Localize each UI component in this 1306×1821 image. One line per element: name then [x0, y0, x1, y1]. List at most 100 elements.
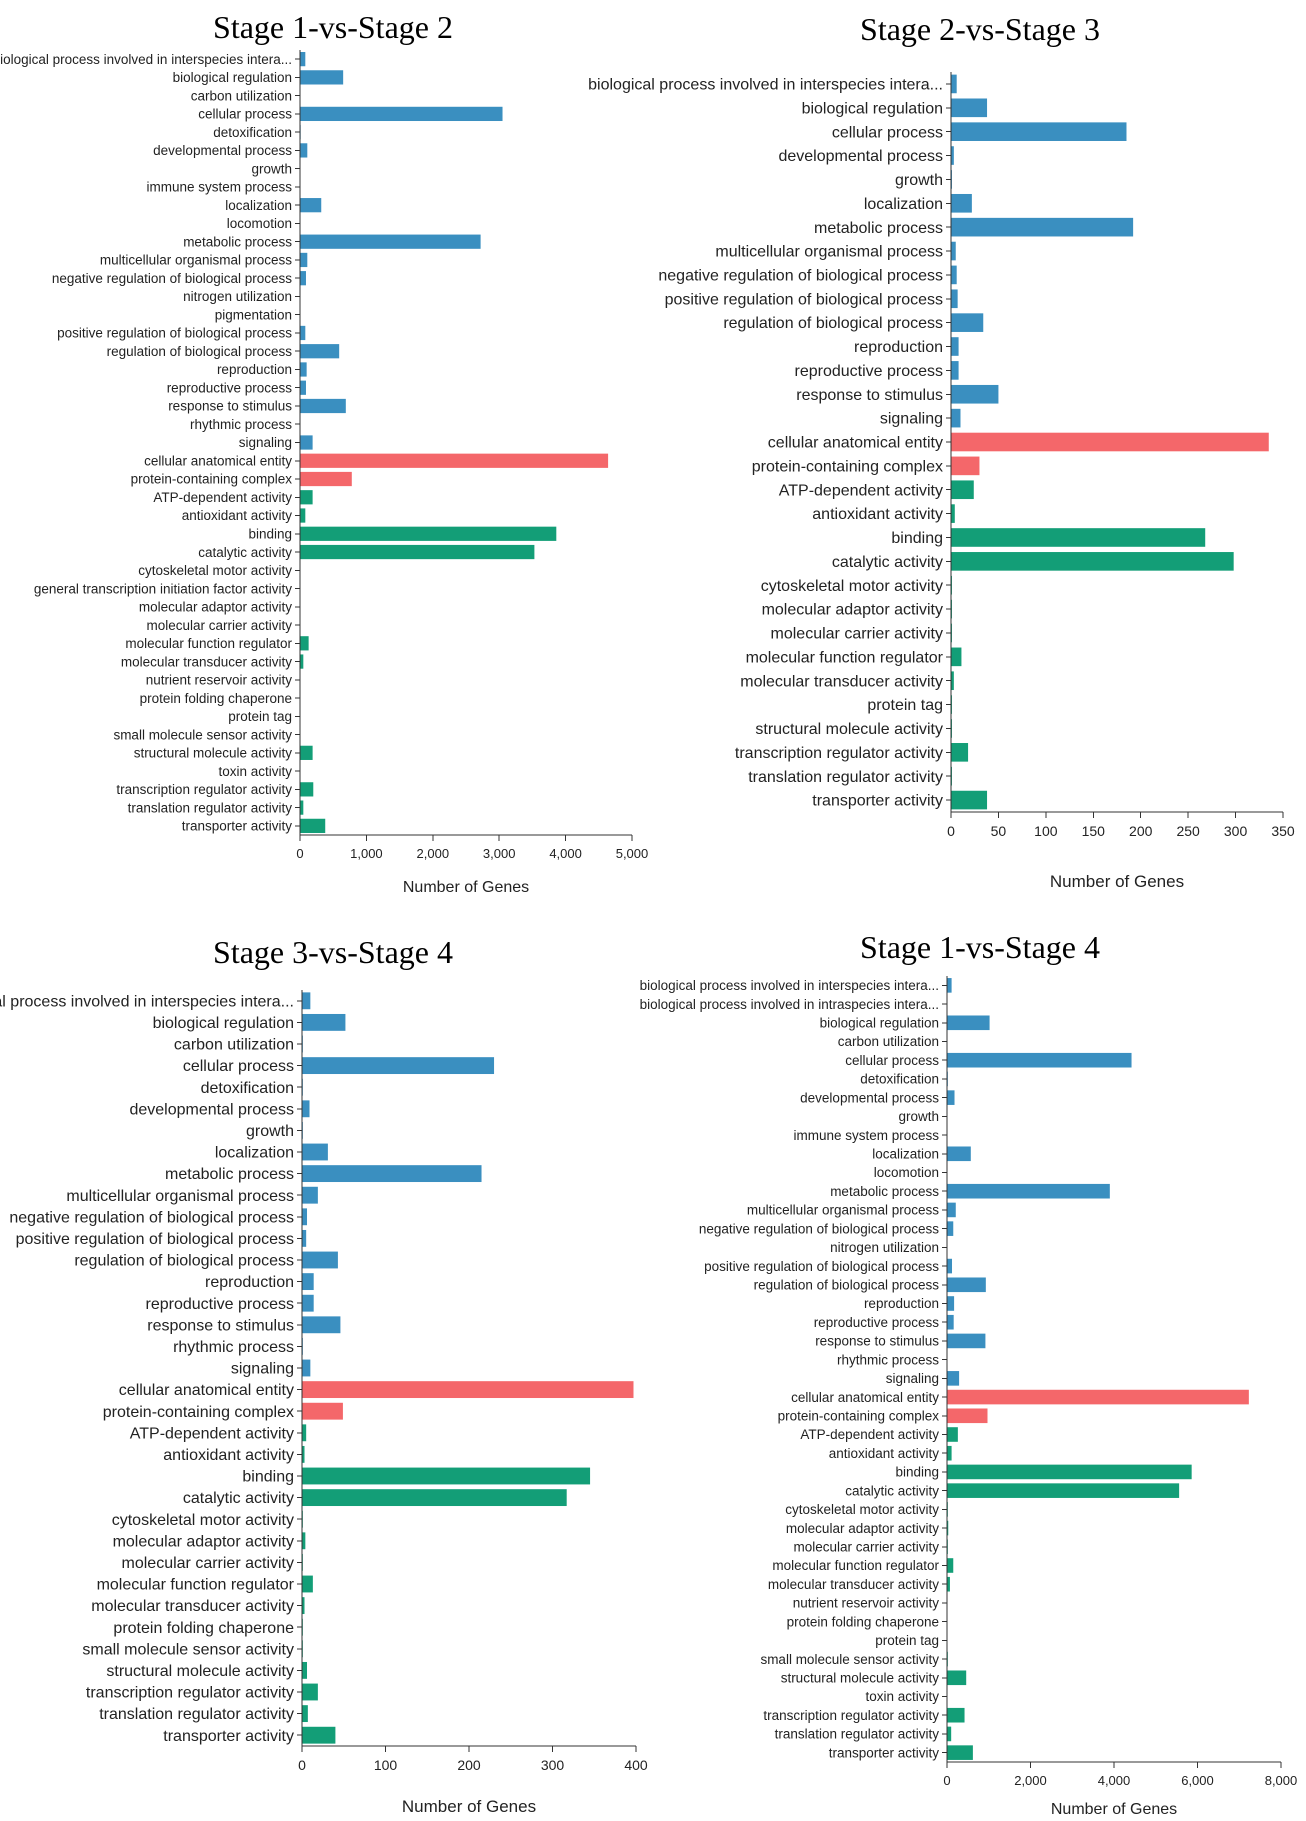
category-label: structural molecule activity — [755, 721, 943, 738]
bar — [300, 636, 309, 651]
category-label: structural molecule activity — [781, 1671, 940, 1686]
bar — [951, 504, 955, 523]
bar — [951, 671, 954, 691]
bar — [300, 380, 306, 395]
category-label: antioxidant activity — [182, 508, 293, 523]
category-label: binding — [242, 1469, 294, 1486]
category-label: structural molecule activity — [106, 1663, 294, 1680]
category-label: locomotion — [874, 1165, 939, 1180]
category-label: positive regulation of biological proces… — [704, 1259, 939, 1274]
category-label: biological process involved in intraspec… — [640, 997, 939, 1012]
chart-title: Stage 3-vs-Stage 4 — [213, 934, 453, 970]
x-tick-label: 50 — [991, 823, 1007, 839]
category-label: protein folding chaperone — [140, 691, 292, 706]
category-label: transporter activity — [163, 1728, 294, 1745]
chart-panel-4: Stage 1-vs-Stage 4 biological process inv… — [640, 929, 1298, 1818]
category-label: molecular adaptor activity — [786, 1521, 939, 1536]
bar — [947, 1558, 954, 1573]
bar — [947, 1052, 1132, 1068]
bar — [302, 1575, 313, 1593]
category-label: nutrient reservoir activity — [146, 673, 293, 688]
chart-title: Stage 2-vs-Stage 3 — [860, 11, 1100, 47]
bar — [947, 1258, 953, 1274]
category-label: toxin activity — [865, 1689, 939, 1704]
category-label: developmental process — [800, 1090, 939, 1105]
category-label: cytoskeletal motor activity — [138, 563, 292, 578]
category-label: transporter activity — [182, 819, 293, 834]
category-label: multicellular organismal process — [747, 1203, 939, 1218]
category-label: protein-containing complex — [752, 458, 943, 475]
bar — [951, 217, 1134, 237]
category-label: toxin activity — [218, 764, 292, 779]
category-label: response to stimulus — [147, 1317, 294, 1334]
category-label: protein tag — [875, 1633, 939, 1648]
category-label: biological process involved in interspec… — [0, 993, 294, 1010]
category-label: antioxidant activity — [812, 506, 943, 523]
category-label: general transcription initiation factor … — [34, 581, 292, 596]
category-label: binding — [895, 1465, 939, 1480]
category-label: signaling — [880, 411, 943, 428]
category-label: reproductive process — [794, 363, 943, 380]
bar — [947, 1520, 949, 1536]
category-label: protein-containing complex — [103, 1404, 294, 1421]
bar — [951, 98, 988, 118]
x-tick-label: 400 — [624, 1757, 648, 1773]
bar — [947, 1202, 956, 1218]
chart-panel-3: Stage 3-vs-Stage 4 biological process inv… — [0, 934, 648, 1816]
bar — [947, 1371, 960, 1386]
category-label: biological process involved in interspec… — [640, 978, 939, 993]
category-label: transcription regulator activity — [763, 1708, 939, 1723]
category-label: growth — [246, 1123, 294, 1140]
category-label: detoxification — [201, 1080, 294, 1097]
category-label: cellular anatomical entity — [144, 453, 292, 468]
category-label: reproductive process — [145, 1296, 294, 1313]
x-tick-label: 2,000 — [1014, 1773, 1047, 1788]
category-label: biological regulation — [173, 70, 292, 85]
x-axis-label: Number of Genes — [403, 879, 529, 896]
bar — [947, 1389, 1249, 1405]
category-label: negative regulation of biological proces… — [9, 1209, 294, 1226]
x-tick-label: 100 — [374, 1757, 398, 1773]
bar — [302, 1489, 567, 1507]
category-label: translation regulator activity — [99, 1706, 294, 1723]
bar — [300, 362, 307, 377]
bar — [300, 234, 481, 249]
x-tick-label: 300 — [1224, 823, 1248, 839]
bar — [951, 289, 958, 309]
category-label: metabolic process — [830, 1184, 939, 1199]
x-tick-label: 200 — [1129, 823, 1153, 839]
chart-title: Stage 1-vs-Stage 2 — [213, 9, 453, 45]
bar — [300, 143, 308, 158]
category-label: immune system process — [146, 180, 292, 195]
category-label: signaling — [231, 1361, 294, 1378]
x-axis-label: Number of Genes — [1051, 1801, 1177, 1818]
bar — [300, 398, 346, 414]
bar — [947, 1314, 954, 1330]
bar — [947, 1670, 967, 1686]
category-label: biological regulation — [153, 1015, 294, 1032]
x-tick-label: 4,000 — [549, 846, 582, 861]
bar — [300, 745, 313, 760]
bar — [302, 1402, 343, 1420]
category-label: developmental process — [778, 148, 943, 165]
bar — [951, 647, 962, 667]
category-label: nutrient reservoir activity — [793, 1596, 940, 1611]
category-label: rhythmic process — [190, 417, 292, 432]
category-label: protein folding chaperone — [787, 1614, 939, 1629]
bar — [947, 1707, 965, 1723]
x-tick-label: 200 — [457, 1757, 481, 1773]
category-label: ATP-dependent activity — [130, 1425, 294, 1442]
category-label: regulation of biological process — [754, 1278, 940, 1293]
category-label: reproductive process — [167, 380, 293, 395]
bar — [300, 782, 314, 797]
category-label: molecular carrier activity — [771, 626, 943, 643]
category-label: molecular adaptor activity — [139, 600, 292, 615]
category-label: antioxidant activity — [829, 1446, 940, 1461]
bar — [302, 1316, 341, 1334]
bar — [951, 122, 1127, 141]
category-label: reproduction — [854, 339, 943, 356]
bar — [947, 1296, 955, 1311]
category-label: molecular carrier activity — [122, 1555, 294, 1572]
category-label: biological regulation — [820, 1016, 939, 1031]
bar — [951, 384, 999, 404]
